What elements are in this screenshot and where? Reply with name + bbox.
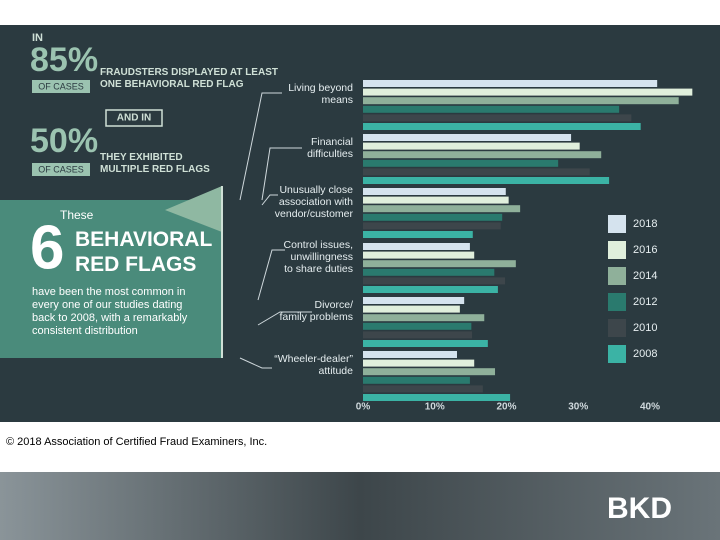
category-label: Unusually close association with vendor/cu… <box>275 184 354 220</box>
badge <box>32 80 90 93</box>
bar <box>363 394 511 401</box>
bar <box>363 251 475 259</box>
bar <box>363 322 472 330</box>
and-in-box <box>105 109 163 127</box>
bar <box>363 385 483 393</box>
legend-label: 2008 <box>633 348 657 360</box>
bar <box>363 134 572 141</box>
category-label: “Wheeler-dealer” attitude <box>274 353 353 377</box>
credit: © 2018 Association of Certified Fraud Ex… <box>6 436 267 448</box>
badge-text: OF CASES <box>38 81 84 91</box>
bar <box>363 222 501 230</box>
chart: 0% 10% 20% 30% 40% Living beyond means Financia… <box>274 80 693 413</box>
legend-swatch <box>608 241 626 259</box>
badge-text: OF CASES <box>38 164 84 174</box>
category-label: Living beyond means <box>288 82 353 106</box>
legend-label: 2018 <box>633 218 657 230</box>
bar <box>363 88 693 96</box>
photo-shade <box>0 472 720 540</box>
bar <box>363 314 485 322</box>
bar <box>363 213 503 221</box>
flag <box>165 186 222 232</box>
big-number: 6 <box>30 213 64 282</box>
heading: BEHAVIORAL RED FLAGS <box>75 228 212 276</box>
category-label: Divorce/family problems <box>279 299 353 323</box>
bar <box>363 340 488 347</box>
category-label: Control issues, unwillingness to share dut… <box>284 239 353 275</box>
bar <box>363 159 559 167</box>
bar <box>363 142 580 150</box>
green-panel <box>0 200 222 358</box>
bar <box>363 123 641 130</box>
legend-label: 2014 <box>633 270 657 282</box>
bar <box>363 368 496 376</box>
legend-label: 2012 <box>633 296 657 308</box>
bar <box>363 188 506 195</box>
bar <box>363 286 498 293</box>
stat-text: FRAUDSTERS DISPLAYED AT LEAST ONE BEHAVIO… <box>100 67 278 90</box>
x-tick-label: 20% <box>496 402 516 413</box>
bar <box>363 231 473 238</box>
label: AND IN <box>117 113 151 124</box>
x-tick-label: 30% <box>568 402 588 413</box>
bar <box>363 151 602 159</box>
legend-label: 2016 <box>633 244 657 256</box>
bar <box>363 277 506 285</box>
bar <box>363 243 470 250</box>
legend-label: 2010 <box>633 322 657 334</box>
bar <box>363 297 465 304</box>
x-tick-label: 0% <box>356 402 371 413</box>
label: IN <box>32 32 43 44</box>
bar <box>363 376 470 384</box>
bar <box>363 80 658 87</box>
bar <box>363 114 632 122</box>
bar <box>363 168 590 176</box>
body-text: have been the most common in every one of… <box>32 286 188 337</box>
bar <box>363 97 679 105</box>
legend-swatch <box>608 215 626 233</box>
category-label: Financial difficulties <box>307 136 353 160</box>
x-tick-label: 40% <box>640 402 660 413</box>
badge <box>32 163 90 176</box>
legend-swatch <box>608 319 626 337</box>
bar <box>363 177 610 184</box>
stat-text: THEY EXHIBITED MULTIPLE RED FLAGS <box>100 152 210 175</box>
bar <box>363 359 475 367</box>
bar <box>363 205 521 213</box>
x-tick-label: 10% <box>425 402 445 413</box>
logo: BKD <box>607 492 672 525</box>
bar <box>363 331 473 339</box>
stat: 50% <box>30 122 98 160</box>
legend-swatch <box>608 345 626 363</box>
bar <box>363 351 457 358</box>
bar <box>363 305 460 313</box>
bar <box>363 105 620 113</box>
bar <box>363 196 509 204</box>
legend-swatch <box>608 267 626 285</box>
bar <box>363 260 516 268</box>
connectors <box>239 92 312 369</box>
stat: 85% <box>30 41 98 79</box>
legend-swatch <box>608 293 626 311</box>
label: These <box>60 208 94 222</box>
bar <box>363 268 495 276</box>
